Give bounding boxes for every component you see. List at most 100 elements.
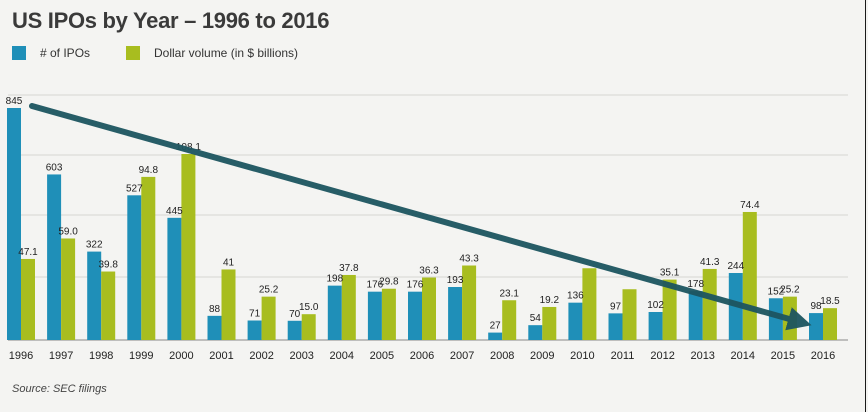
bar-dollar-volume-1998 [101, 271, 116, 340]
data-label-ipos-2013: 178 [687, 279, 704, 290]
x-tick-label: 2016 [811, 350, 835, 362]
x-tick-label: 2015 [771, 350, 795, 362]
x-tick-label: 2002 [249, 350, 273, 362]
data-label-dollar-volume-2007: 43.3 [459, 253, 479, 264]
x-tick-label: 1996 [9, 350, 33, 362]
bar-ipos-2005 [367, 291, 382, 340]
bar-ipos-2013 [688, 291, 703, 340]
data-label-ipos-2003: 70 [289, 309, 301, 320]
x-tick-label: 1999 [129, 350, 153, 362]
legend-item-ipos: # of IPOs [12, 46, 90, 60]
data-label-dollar-volume-2005: 29.8 [379, 277, 399, 288]
x-tick-label: 2011 [611, 350, 635, 362]
x-tick-label: 2010 [570, 350, 594, 362]
bar-ipos-1998 [87, 251, 102, 340]
x-tick-label: 2003 [289, 350, 313, 362]
legend-item-dollar-volume: Dollar volume (in $ billions) [126, 46, 298, 60]
legend-label-dollar-volume: Dollar volume (in $ billions) [154, 46, 299, 60]
data-label-dollar-volume-2016: 18.5 [820, 296, 840, 307]
chart-title: US IPOs by Year – 1996 to 2016 [12, 8, 330, 33]
data-label-ipos-2012: 102 [647, 300, 664, 311]
bar-dollar-volume-1996 [21, 258, 35, 340]
bar-ipos-2004 [327, 285, 342, 340]
legend-label-ipos: # of IPOs [40, 46, 91, 60]
x-tick-label: 2004 [330, 350, 354, 362]
data-label-dollar-volume-1998: 39.8 [98, 260, 118, 271]
data-label-ipos-2005: 176 [367, 280, 384, 291]
x-tick-label: 2007 [450, 350, 474, 362]
bar-ipos-2007 [448, 287, 463, 340]
data-label-dollar-volume-2006: 36.3 [419, 266, 439, 277]
bar-dollar-volume-2003 [301, 314, 316, 340]
data-label-dollar-volume-2014: 74.4 [740, 200, 760, 211]
bar-ipos-2001 [207, 315, 222, 340]
x-tick-label: 2001 [209, 350, 233, 362]
bar-dollar-volume-1997 [61, 238, 76, 340]
bar-dollar-volume-2013 [702, 268, 717, 340]
x-tick-label: 2008 [490, 350, 514, 362]
bar-dollar-volume-2011 [622, 289, 637, 340]
trend-arrow [29, 103, 812, 331]
bar-dollar-volume-2005 [381, 288, 396, 340]
data-label-ipos-2004: 198 [326, 274, 343, 285]
data-label-dollar-volume-2009: 19.2 [540, 295, 560, 306]
bar-ipos-2010 [568, 302, 583, 340]
x-tick-label: 2014 [731, 350, 755, 362]
source-note: Source: SEC filings [12, 383, 107, 395]
bar-dollar-volume-2008 [502, 300, 517, 340]
bar-ipos-2002 [247, 320, 262, 340]
data-label-dollar-volume-2013: 41.3 [700, 257, 720, 268]
data-label-ipos-2014: 244 [727, 261, 744, 272]
x-tick-label: 2013 [690, 350, 714, 362]
bar-dollar-volume-2014 [742, 211, 757, 340]
legend-swatch-dollar-volume [126, 46, 140, 60]
bar-ipos-1997 [47, 174, 62, 340]
data-label-dollar-volume-2004: 37.8 [339, 263, 359, 274]
bar-dollar-volume-2016 [823, 308, 837, 340]
data-label-dollar-volume-2012: 35.1 [660, 268, 680, 279]
bar-ipos-2016 [809, 313, 823, 340]
bar-dollar-volume-2012 [662, 279, 677, 340]
bar-ipos-2012 [648, 311, 663, 340]
x-tick-label: 2006 [410, 350, 434, 362]
bar-ipos-1996 [7, 108, 21, 340]
data-label-dollar-volume-2003: 15.0 [299, 302, 319, 313]
data-label-ipos-1998: 322 [86, 240, 103, 251]
legend-swatch-ipos [12, 46, 26, 60]
bar-dollar-volume-2007 [462, 265, 477, 340]
data-label-ipos-1999: 527 [126, 183, 143, 194]
x-tick-label: 2012 [650, 350, 674, 362]
bar-ipos-2006 [408, 291, 422, 340]
bar-ipos-2008 [488, 332, 503, 340]
bar-dollar-volume-2010 [582, 268, 597, 340]
bar-dollar-volume-2000 [181, 154, 196, 340]
data-label-ipos-2009: 54 [530, 313, 542, 324]
data-label-ipos-2010: 136 [567, 291, 584, 302]
data-label-ipos-1996: 845 [6, 96, 23, 107]
data-label-dollar-volume-2008: 23.1 [499, 288, 519, 299]
bar-ipos-1999 [127, 195, 142, 340]
bar-dollar-volume-2001 [221, 269, 236, 340]
frame-border [865, 0, 866, 412]
bar-ipos-2000 [167, 217, 182, 340]
data-label-ipos-2015: 152 [768, 286, 785, 297]
data-label-ipos-2007: 193 [447, 275, 464, 286]
bar-ipos-2015 [768, 298, 783, 340]
bar-ipos-2011 [608, 313, 623, 340]
x-tick-label: 2000 [169, 350, 193, 362]
bar-ipos-2003 [287, 320, 302, 340]
data-label-ipos-2000: 445 [166, 206, 183, 217]
data-label-ipos-1997: 603 [46, 162, 63, 173]
data-label-ipos-2008: 27 [490, 321, 502, 332]
bar-ipos-2009 [528, 325, 543, 340]
data-label-dollar-volume-2002: 25.2 [259, 285, 279, 296]
x-tick-label: 1998 [89, 350, 113, 362]
bar-dollar-volume-2004 [341, 274, 356, 340]
data-label-ipos-2016: 98 [810, 301, 822, 312]
x-tick-label: 2009 [530, 350, 554, 362]
data-label-dollar-volume-2015: 25.2 [780, 285, 800, 296]
data-label-dollar-volume-1997: 59.0 [58, 226, 78, 237]
bar-dollar-volume-2006 [422, 277, 436, 340]
bar-dollar-volume-1999 [141, 176, 156, 340]
